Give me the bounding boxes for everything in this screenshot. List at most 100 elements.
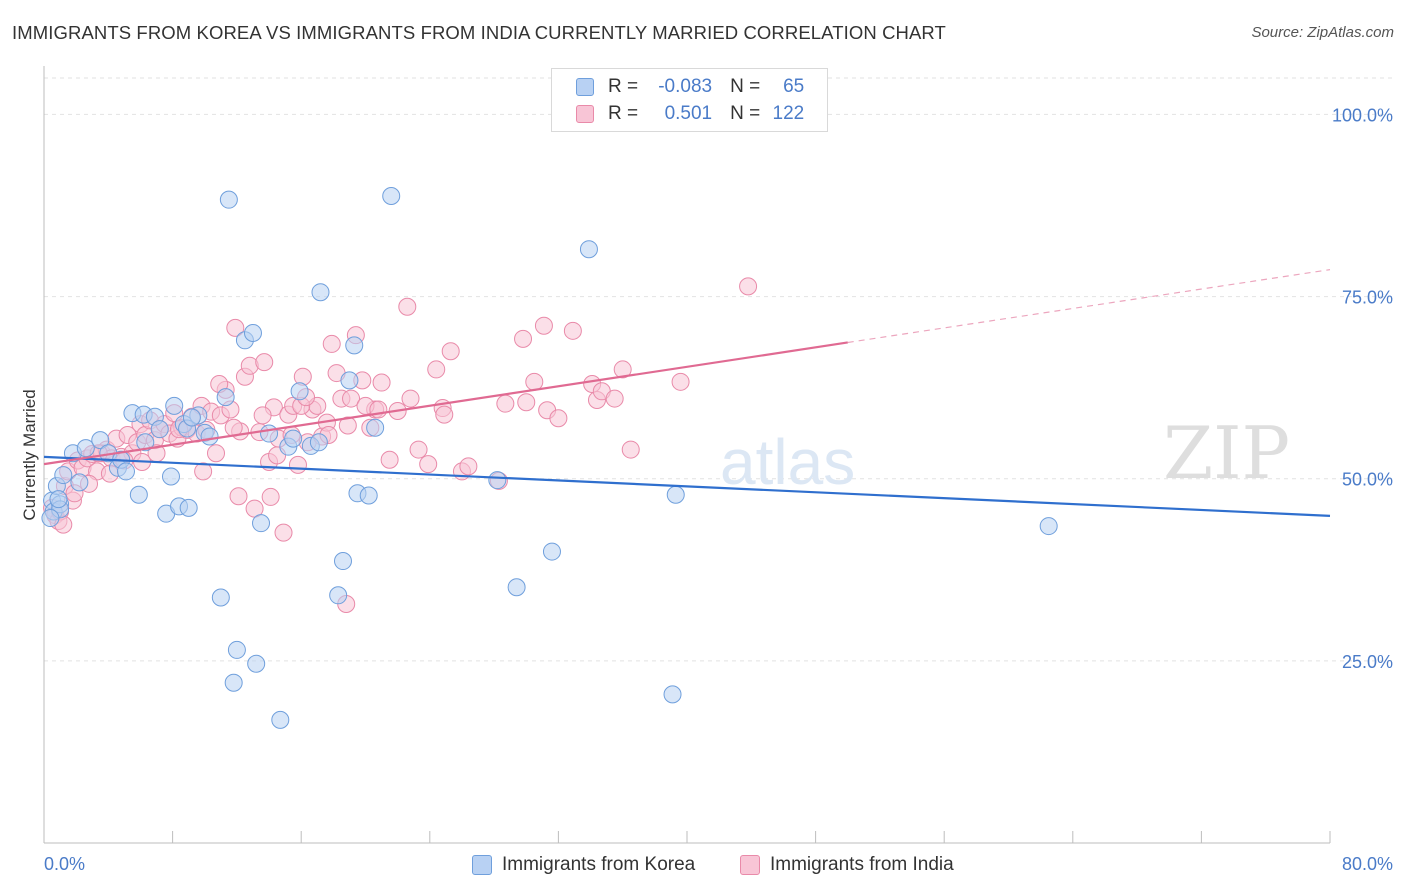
korea-point [54, 466, 73, 485]
korea-point [340, 371, 359, 390]
watermark-zip: ZIP [1163, 411, 1290, 495]
korea-point [116, 462, 135, 481]
korea-point [49, 490, 68, 509]
india-point [226, 318, 245, 337]
korea-point [161, 467, 180, 486]
y-tick-label: 50.0% [1342, 470, 1393, 490]
x-tick-label-max: 80.0% [1342, 854, 1393, 874]
india-point [549, 409, 568, 428]
korea-point [663, 685, 682, 704]
korea-point [1039, 517, 1058, 536]
legend-item-korea[interactable]: Immigrants from Korea [472, 852, 695, 878]
india-point [207, 444, 226, 463]
india-point [613, 360, 632, 379]
korea-point [247, 654, 266, 673]
india-point [459, 457, 478, 476]
correlation-legend: R = -0.083 N = 65 R = 0.501 N = 122 [551, 68, 828, 132]
korea-point [366, 418, 385, 437]
korea-point [227, 640, 246, 659]
india-point [563, 321, 582, 340]
korea-swatch [576, 78, 594, 96]
india-point [525, 372, 544, 391]
india-point [255, 353, 274, 372]
korea-point [129, 485, 148, 504]
korea-point [488, 471, 507, 490]
india-n-value: 122 [772, 103, 805, 124]
india-point [605, 389, 624, 408]
korea-point [150, 420, 169, 439]
x-tick-label-min: 0.0% [44, 854, 85, 874]
tick-labels: 25.0% 50.0% 75.0% 100.0% 0.0% 80.0% [44, 105, 1393, 874]
y-tick-label: 25.0% [1342, 652, 1393, 672]
india-point [194, 462, 213, 481]
india-n-label: N = [730, 103, 761, 124]
watermark-atlas: atlas [720, 426, 855, 498]
india-point [409, 440, 428, 459]
india-trend-line [43, 341, 848, 466]
india-point [253, 406, 272, 425]
korea-point [271, 710, 290, 729]
korea-point [76, 439, 95, 458]
chart-title: IMMIGRANTS FROM KOREA VS IMMIGRANTS FROM… [12, 22, 946, 43]
india-point [419, 455, 438, 474]
y-axis-label: Currently Married [20, 389, 39, 520]
india-point [338, 416, 357, 435]
india-point [401, 389, 420, 408]
korea-point [311, 283, 330, 302]
y-tick-label: 75.0% [1342, 288, 1393, 308]
korea-point [542, 542, 561, 561]
india-point [621, 440, 640, 459]
india-point [372, 373, 391, 392]
korea-legend-label: Immigrants from Korea [502, 854, 696, 875]
legend-row-india: R = 0.501 N = 122 [576, 102, 804, 126]
korea-point [216, 388, 235, 407]
korea-point [70, 473, 89, 492]
trend-lines [43, 269, 1331, 517]
korea-point [290, 382, 309, 401]
korea-point [200, 427, 219, 446]
korea-point [284, 429, 303, 448]
india-point [261, 487, 280, 506]
korea-point [309, 433, 328, 452]
korea-point [260, 424, 279, 443]
india-legend-label: Immigrants from India [770, 854, 954, 875]
india-point [514, 329, 533, 348]
source-credit: Source: ZipAtlas.com [1251, 24, 1394, 41]
legend-row-korea: R = -0.083 N = 65 [576, 75, 804, 99]
axes [43, 66, 1331, 844]
india-point [322, 334, 341, 353]
korea-trend-line [43, 455, 1331, 517]
india-point [441, 342, 460, 361]
india-legend-swatch [740, 855, 760, 875]
korea-point [41, 509, 60, 528]
india-point [274, 523, 293, 542]
legend-item-india[interactable]: Immigrants from India [740, 852, 954, 878]
india-point [427, 360, 446, 379]
korea-r-label: R = [608, 76, 639, 97]
korea-n-label: N = [730, 76, 761, 97]
india-r-label: R = [608, 103, 639, 124]
india-point [293, 367, 312, 386]
india-point [380, 450, 399, 469]
india-point [496, 394, 515, 413]
india-point [739, 277, 758, 296]
korea-point [91, 431, 110, 450]
korea-point [252, 514, 271, 533]
korea-point [666, 485, 685, 504]
korea-legend-swatch [472, 855, 492, 875]
india-point [342, 389, 361, 408]
korea-point [507, 578, 526, 597]
india-point [534, 316, 553, 335]
india-swatch [576, 105, 594, 123]
korea-point [579, 240, 598, 259]
india-point [398, 297, 417, 316]
india-point [671, 372, 690, 391]
korea-point [136, 433, 155, 452]
korea-point [382, 187, 401, 206]
korea-point [333, 552, 352, 571]
korea-point [345, 336, 364, 355]
korea-point [219, 190, 238, 209]
korea-n-value: 65 [783, 76, 805, 97]
korea-point [329, 586, 348, 605]
